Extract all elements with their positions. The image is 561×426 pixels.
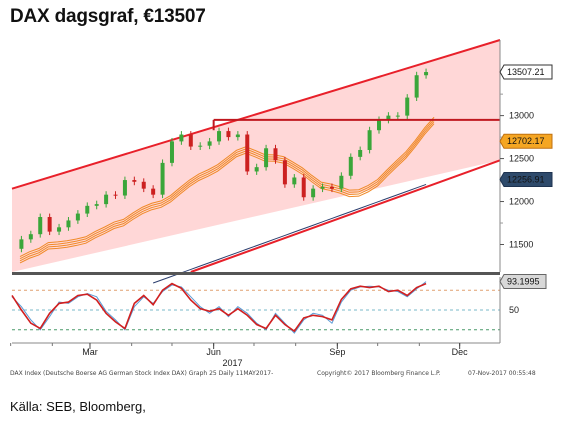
candle-body [151, 188, 156, 195]
candle-body [198, 145, 203, 147]
dax-chart: 11500 12000 12500 13000 50 Mar Jun Sep Dec 2017… [10, 39, 553, 368]
ma-band-line [19, 116, 435, 257]
candle-body [207, 141, 212, 146]
candle-body [245, 134, 250, 172]
value-badges: 13507.21 12702.17 12256.91 93.1995 [499, 64, 553, 289]
oscillator-line [11, 281, 427, 334]
candle-body [292, 177, 297, 185]
value-badge-resistance [499, 133, 553, 149]
x-year-label: 2017 [222, 358, 242, 368]
price-axis: 11500 12000 12500 13000 [499, 40, 534, 272]
value-badge-label: 12702.17 [507, 136, 545, 146]
x-tick-label: Mar [82, 347, 98, 357]
candle-body [75, 213, 80, 221]
candle-body [395, 115, 400, 117]
oscillator-lines [11, 281, 427, 334]
oscillator-badge [499, 273, 547, 289]
candle-body [122, 180, 127, 196]
moving-average-band [19, 116, 435, 284]
x-tick-label: Dec [452, 347, 469, 357]
candle-body [377, 119, 382, 131]
candle-body [38, 217, 43, 235]
oscillator-panel: 50 [11, 277, 519, 343]
candle-body [301, 177, 306, 198]
price-tick-label: 12500 [509, 154, 534, 164]
candle-body [367, 130, 372, 150]
candle-body [405, 97, 410, 116]
resistance-line [212, 118, 500, 131]
candle-body [141, 181, 146, 189]
candle-body [85, 205, 90, 214]
long-ma-line [152, 183, 427, 284]
ma-band-line [19, 121, 435, 262]
footer-date: 07-Nov-2017 00:55:48 [468, 370, 536, 377]
chart-title: DAX dagsgraf, €13507 [10, 6, 206, 27]
candle-body [235, 134, 240, 138]
candle-body [217, 131, 222, 142]
osc-tick-label: 50 [509, 305, 519, 315]
footer-copyright: Copyright© 2017 Bloomberg Finance L.P. [317, 370, 441, 377]
candle-body [386, 115, 391, 120]
oscillator-badge-label: 93.1995 [507, 276, 540, 286]
candle-body [358, 149, 363, 157]
value-badge-ma [499, 171, 553, 187]
candle-body [348, 156, 353, 176]
candle-body [320, 186, 325, 189]
candle-body [57, 227, 62, 232]
candles [19, 68, 429, 253]
time-axis: Mar Jun Sep Dec 2017 [10, 342, 500, 368]
candle-body [424, 72, 429, 76]
candle-body [273, 148, 278, 161]
value-badge-last [499, 64, 553, 80]
candle-body [264, 148, 269, 168]
ma-band-line [19, 119, 435, 260]
candle-body [339, 175, 344, 189]
source-note: Källa: SEB, Bloomberg, [10, 399, 146, 414]
price-tick-label: 13000 [509, 111, 534, 121]
candle-body [188, 134, 193, 147]
candle-body [47, 217, 52, 232]
price-tick-label: 12000 [509, 197, 534, 207]
candle-body [160, 162, 165, 195]
candle-body [329, 186, 334, 189]
oscillator-axis: 50 [499, 277, 519, 343]
x-tick-label: Jun [206, 347, 221, 357]
candle-body [19, 239, 24, 249]
candle-body [94, 204, 99, 206]
panel-separator [12, 272, 500, 275]
candle-body [169, 141, 174, 163]
footer-left: DAX Index (Deutsche Boerse AG German Sto… [10, 370, 274, 377]
value-badge-label: 13507.21 [507, 67, 545, 77]
x-tick-label: Sep [329, 347, 345, 357]
channel-lower-line [190, 159, 501, 273]
candle-body [226, 131, 231, 138]
price-tick-label: 11500 [509, 240, 533, 250]
candle-body [254, 167, 259, 172]
candle-body [66, 220, 71, 228]
candle-body [104, 194, 109, 205]
candle-body [132, 180, 137, 182]
channel-upper-line [11, 39, 501, 190]
candle-body [282, 160, 287, 185]
price-panel: 11500 12000 12500 13000 [11, 39, 534, 284]
value-badge-label: 12256.91 [507, 174, 545, 184]
candle-body [179, 134, 184, 142]
candle-body [28, 234, 33, 240]
oscillator-line [11, 282, 427, 333]
candle-body [414, 75, 419, 98]
candle-body [311, 188, 316, 198]
ma-band-line [19, 123, 435, 264]
candle-body [113, 194, 118, 196]
